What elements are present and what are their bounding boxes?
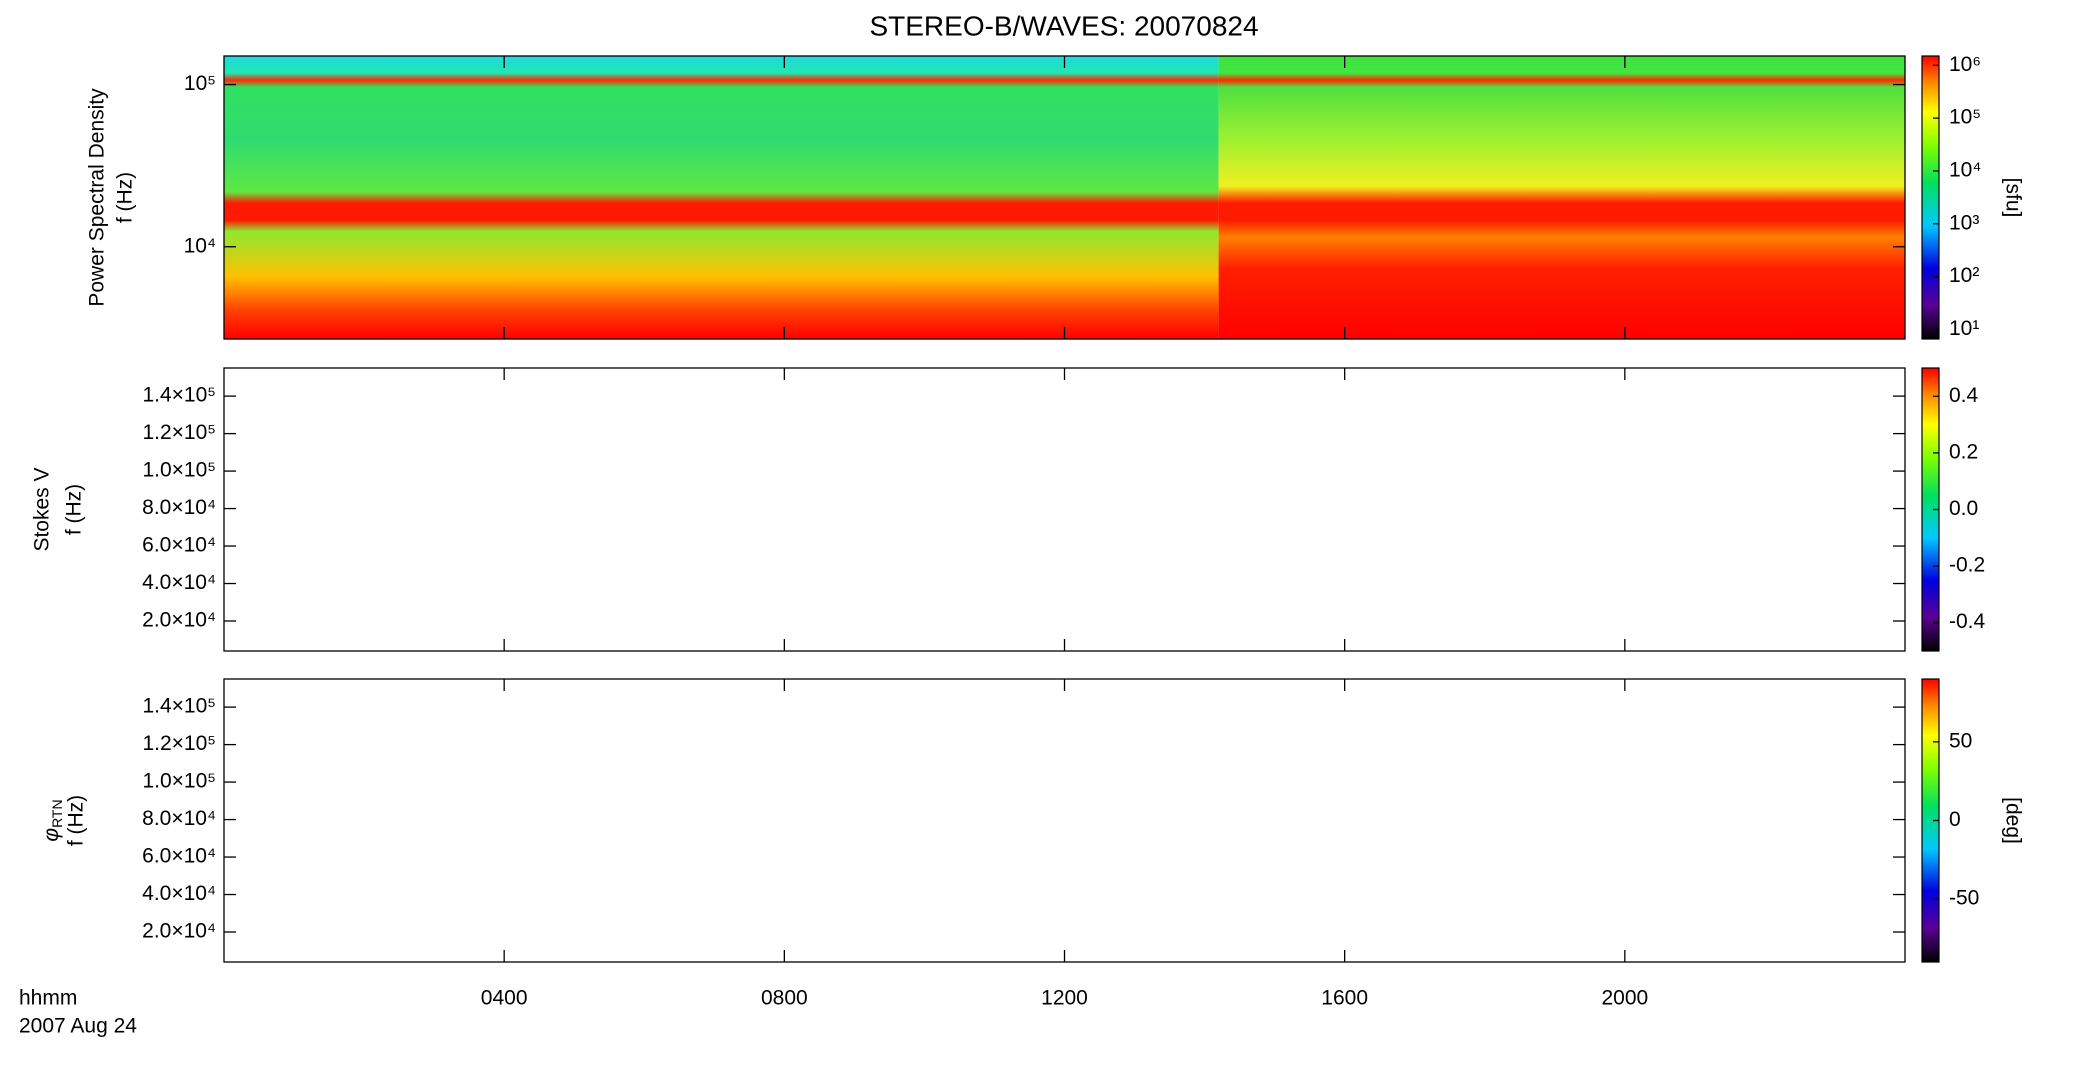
y-tick-label: 4.0×10⁴ bbox=[142, 571, 216, 594]
y-tick-label: 10⁵ bbox=[184, 72, 216, 95]
colorbar bbox=[1921, 55, 1940, 340]
colorbar-label: [sfu] bbox=[2001, 178, 2024, 218]
colorbar-label: [deg] bbox=[2001, 797, 2024, 844]
y-tick-label: 2.0×10⁴ bbox=[142, 920, 216, 943]
y-tick-label: 1.2×10⁵ bbox=[142, 732, 216, 755]
y-axis-label: Stokes V bbox=[31, 467, 54, 551]
colorbar-tick-label: 10² bbox=[1949, 264, 1979, 287]
y-tick-label: 6.0×10⁴ bbox=[142, 845, 216, 868]
spectrogram bbox=[224, 56, 1219, 339]
y-tick-label: 1.4×10⁵ bbox=[142, 695, 216, 718]
y-axis-label: φRTN bbox=[40, 799, 65, 841]
chart-title: STEREO-B/WAVES: 20070824 bbox=[869, 10, 1258, 41]
colorbar-tick-label: 0.2 bbox=[1949, 440, 1978, 463]
y-tick-label: 8.0×10⁴ bbox=[142, 807, 216, 830]
spectrogram bbox=[1218, 56, 1905, 339]
colorbar-tick-label: 10⁵ bbox=[1949, 106, 1981, 129]
colorbar-tick-label: 10⁴ bbox=[1949, 159, 1981, 182]
colorbar-tick-label: 10¹ bbox=[1949, 317, 1979, 340]
x-axis-date: 2007 Aug 24 bbox=[19, 1015, 137, 1038]
y-tick-label: 1.2×10⁵ bbox=[142, 421, 216, 444]
x-tick-label: 1600 bbox=[1321, 987, 1368, 1010]
y-tick-label: 1.0×10⁵ bbox=[142, 459, 216, 482]
x-tick-label: 2000 bbox=[1601, 987, 1648, 1010]
colorbar-tick-label: 10⁶ bbox=[1949, 53, 1981, 76]
y-axis-unit: f (Hz) bbox=[65, 795, 88, 846]
y-tick-label: 10⁴ bbox=[184, 234, 216, 257]
x-tick-label: 0800 bbox=[761, 987, 808, 1010]
y-tick-label: 1.4×10⁵ bbox=[142, 384, 216, 407]
plot-frame bbox=[223, 678, 1906, 963]
colorbar-tick-label: 0 bbox=[1949, 808, 1961, 831]
colorbar-tick-label: -0.2 bbox=[1949, 554, 1985, 577]
colorbar-tick-label: 0.0 bbox=[1949, 497, 1978, 520]
y-axis-label: Power Spectral Density bbox=[86, 88, 109, 307]
y-axis-symbol: φ bbox=[40, 828, 63, 842]
y-tick-label: 1.0×10⁵ bbox=[142, 770, 216, 793]
y-tick-label: 4.0×10⁴ bbox=[142, 882, 216, 905]
x-axis-label: hhmm bbox=[19, 987, 77, 1010]
x-tick-label: 0400 bbox=[481, 987, 528, 1010]
y-axis-subscript: RTN bbox=[49, 799, 65, 828]
colorbar-tick-label: 0.4 bbox=[1949, 384, 1979, 407]
colorbar-tick-label: -0.4 bbox=[1949, 610, 1986, 633]
colorbar-tick-label: 10³ bbox=[1949, 211, 1979, 234]
colorbar-tick-label: 50 bbox=[1949, 729, 1972, 752]
y-axis-unit: f (Hz) bbox=[114, 172, 137, 223]
x-tick-label: 1200 bbox=[1041, 987, 1088, 1010]
y-tick-label: 2.0×10⁴ bbox=[142, 609, 216, 632]
colorbar-tick-label: -50 bbox=[1949, 887, 1979, 910]
y-tick-label: 8.0×10⁴ bbox=[142, 496, 216, 519]
y-axis-unit: f (Hz) bbox=[63, 484, 86, 535]
plot-frame bbox=[223, 367, 1906, 652]
y-tick-label: 6.0×10⁴ bbox=[142, 534, 216, 557]
